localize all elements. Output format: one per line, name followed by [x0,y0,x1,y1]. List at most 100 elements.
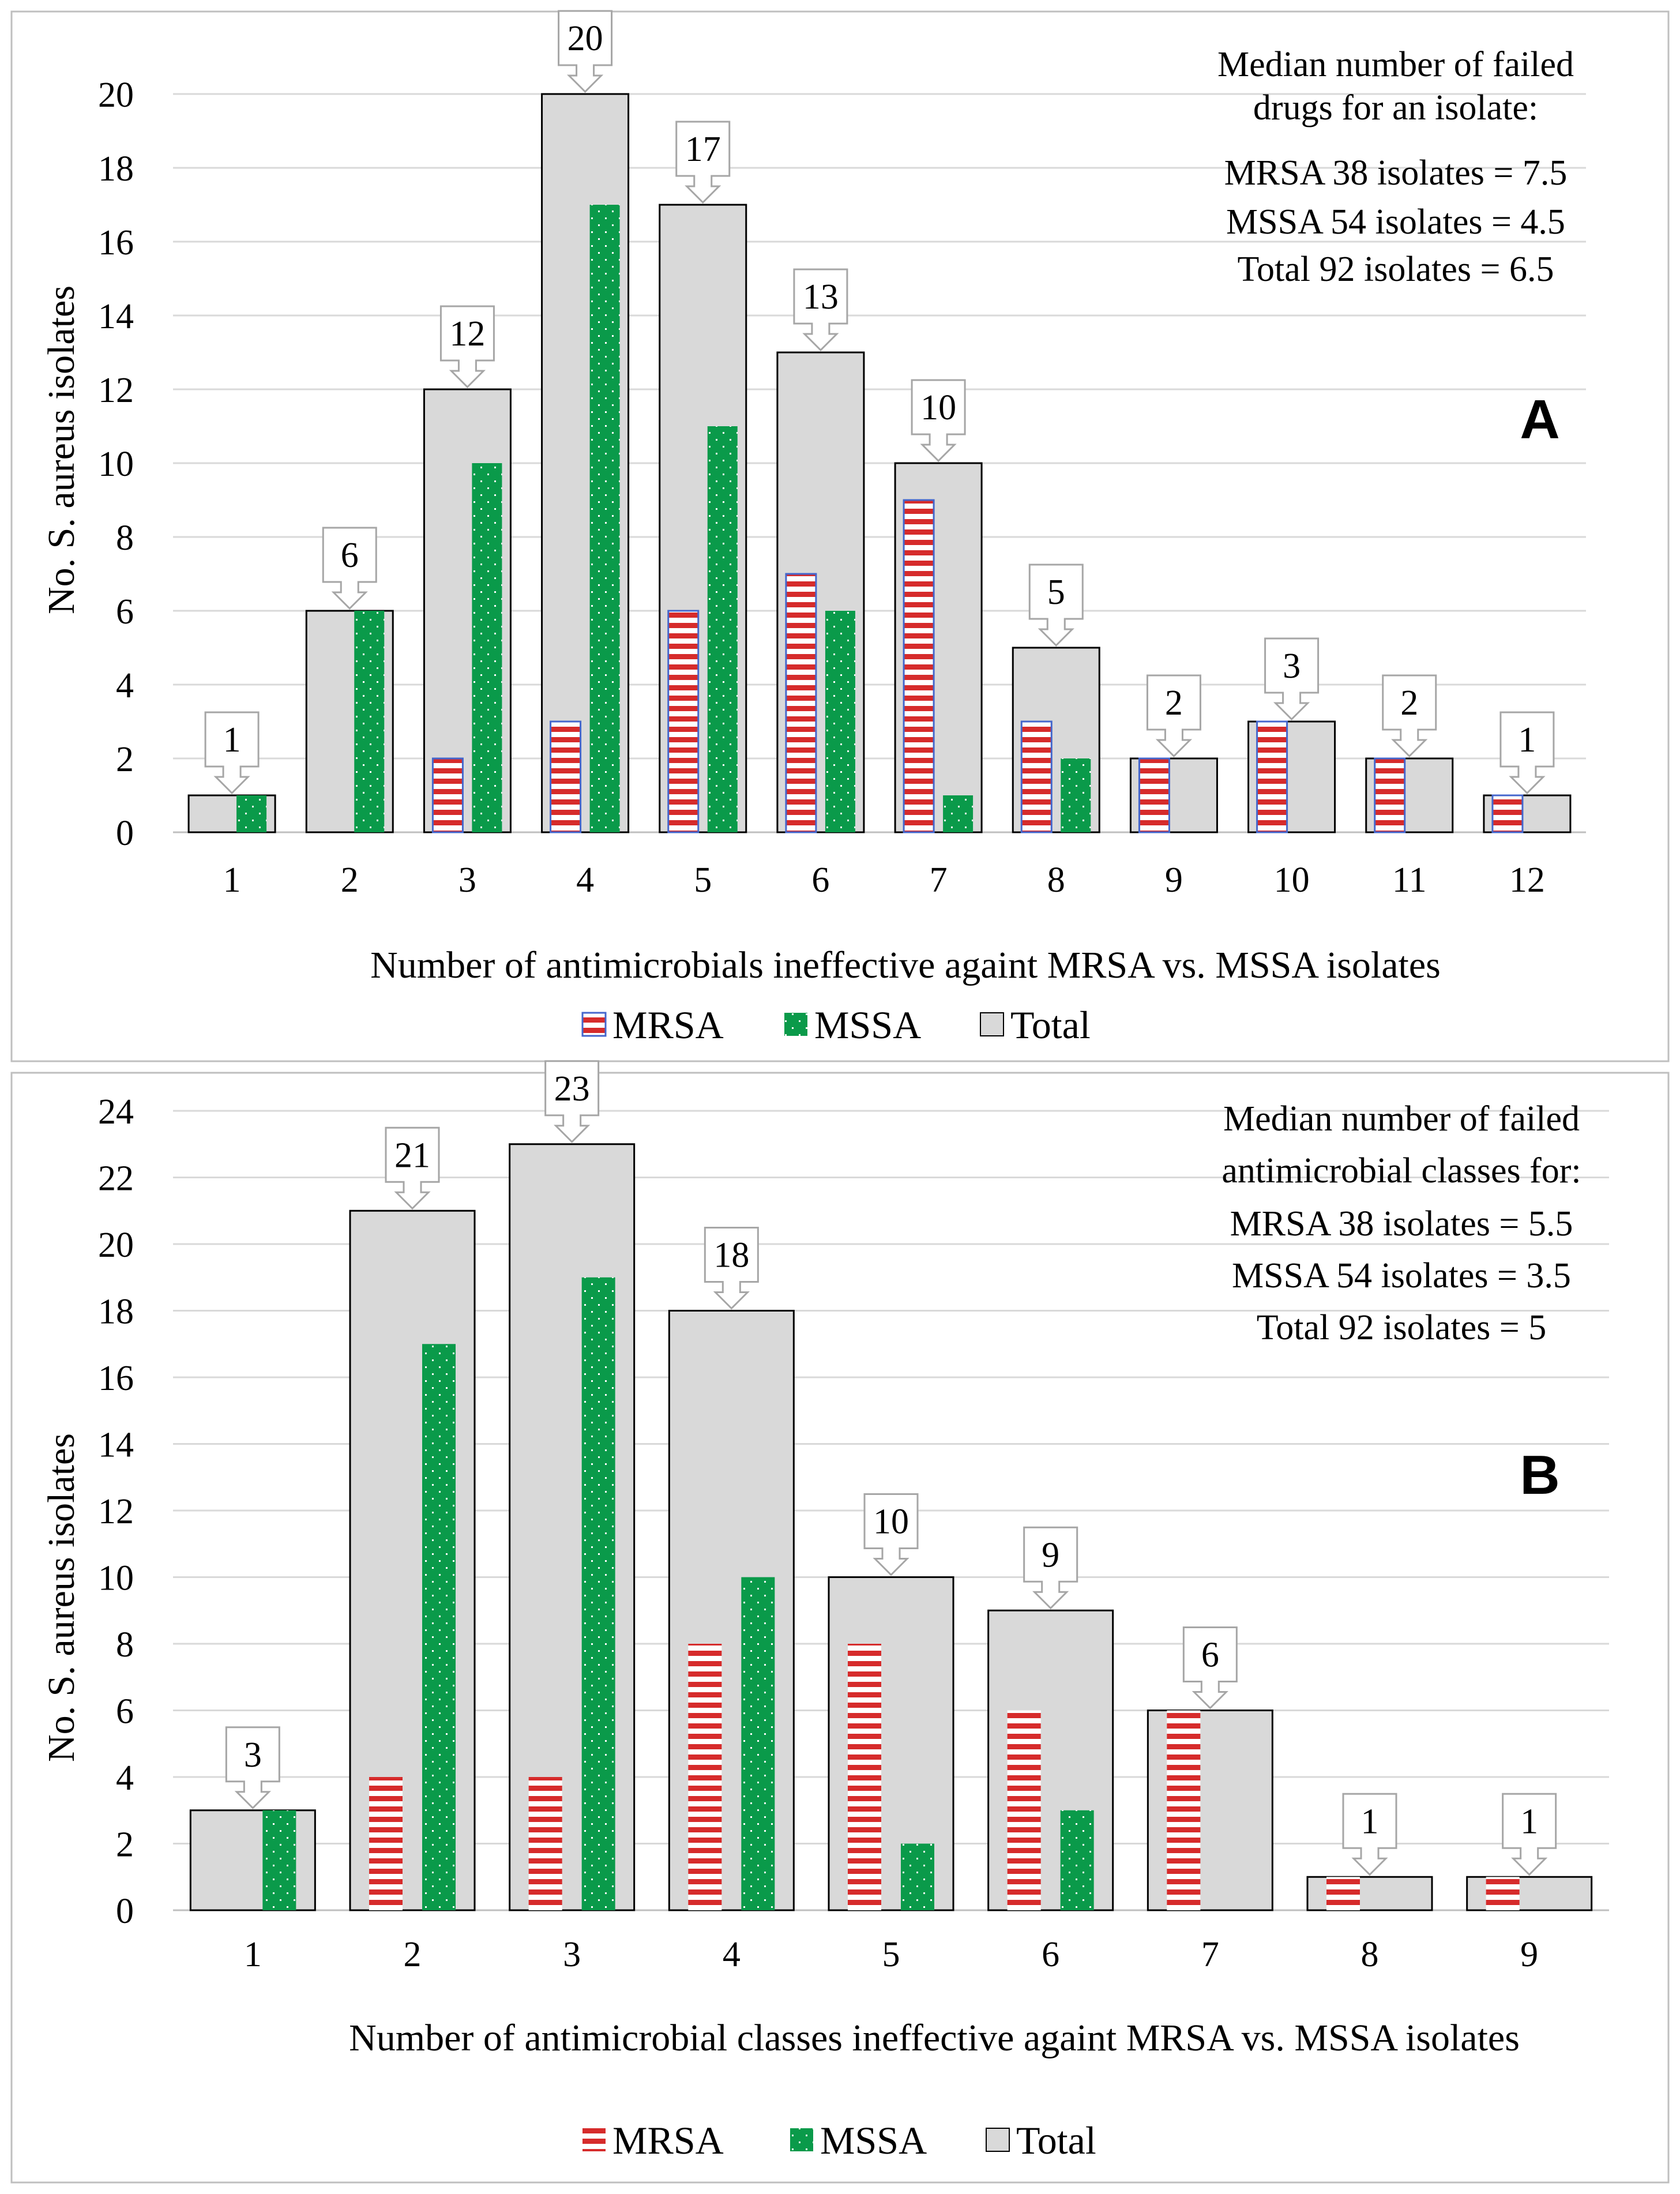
bar-mrsa [1007,1710,1041,1910]
bar-mssa [472,463,502,832]
y-tick-label: 20 [98,76,134,115]
bar-total [189,1809,316,1911]
callout-box [1146,674,1201,758]
total-data-label: 10 [920,388,956,427]
callout-box [704,1227,759,1310]
bar-total [828,1576,954,1911]
annotation-line: Total 92 isolates = 6.5 [1238,250,1554,289]
y-tick-label: 22 [98,1159,134,1199]
x-tick-label: 5 [694,861,712,900]
bar-mrsa [550,720,582,833]
total-data-label: 2 [1165,683,1183,723]
x-tick-label: 11 [1392,861,1427,900]
legend-mrsa-label: MRSA [612,2118,724,2162]
bar-mrsa [1020,720,1053,833]
callouts: 1 6 12 20 17 13 10 5 2 3 2 1 [204,10,1555,795]
total-data-label: 1 [1520,1802,1538,1841]
legend-mssa-swatch [784,1013,807,1036]
bar-total [1466,1876,1593,1911]
bar-mssa [422,1344,456,1910]
callout-box [911,379,966,463]
callout-box [439,305,495,389]
x-tick-label: 8 [1361,1935,1379,1974]
y-tick-label: 18 [98,1293,134,1332]
bar-mssa [825,611,855,832]
y-tick-label: 14 [98,1426,134,1465]
x-tick-label: 1 [223,861,241,900]
bars [189,1143,1593,1911]
panel-a: No. S. aureus isolates 02468101214161820… [10,10,1670,1062]
y-tick-label: 2 [116,740,134,779]
x-tick-label: 9 [1520,1935,1538,1974]
x-tick-label: 10 [1274,861,1310,900]
annotation-line: drugs for an isolate: [1253,88,1538,127]
total-data-label: 18 [713,1236,749,1275]
bar-mrsa [1167,1710,1201,1910]
callout-box [1342,1793,1397,1876]
panel-b: No. S. aureus isolates 02468101214161820… [10,1060,1670,2184]
legend-total-swatch [986,2128,1010,2152]
x-tick-label: 4 [723,1935,741,1974]
callout-box [1028,563,1084,647]
legend-mssa-label: MSSA [814,1003,921,1047]
x-tick-label: 7 [930,861,948,900]
total-data-label: 1 [1518,720,1536,760]
legend-mssa-label: MSSA [820,2118,927,2162]
bar-mrsa [848,1644,881,1910]
total-data-label: 1 [1361,1802,1379,1841]
annotation-line: Median number of failed [1217,45,1574,84]
y-tick-label: 8 [116,519,134,558]
bar-mssa [943,795,974,832]
annotation-line: antimicrobial classes for: [1222,1151,1581,1190]
callout-box [863,1493,919,1576]
panel-a-border [10,10,1670,1062]
total-data-label: 1 [223,720,241,760]
callouts: 3 21 23 18 10 9 6 1 1 [225,1060,1557,1876]
annotation-line: Median number of failed [1223,1099,1580,1139]
x-tick-label: 6 [811,861,829,900]
panel-b-border [10,1072,1670,2184]
bar-mrsa [1486,1877,1520,1910]
annotation-line: Total 92 isolates = 5 [1257,1308,1546,1347]
legend-total-swatch [980,1012,1004,1036]
total-data-label: 23 [554,1069,590,1109]
total-data-label: 3 [244,1735,262,1775]
bar-mrsa [1326,1877,1360,1910]
bar-mrsa [903,499,935,833]
total-data-label: 17 [685,130,721,169]
bar-mrsa [667,610,700,833]
bar-mrsa [1138,757,1170,833]
median-annotation: Median number of failed antimicrobial cl… [1222,1099,1581,1347]
y-axis-title: No. S. aureus isolates [40,285,82,614]
y-tick-label: 16 [98,223,134,262]
total-data-label: 10 [873,1502,909,1542]
x-tick-label: 3 [458,861,476,900]
y-tick-label: 16 [98,1359,134,1398]
total-data-label: 9 [1042,1535,1059,1575]
bar-mssa [1060,1810,1094,1910]
y-tick-label: 12 [98,371,134,410]
callout-box [204,711,260,795]
y-tick-label: 4 [116,1759,134,1798]
y-tick-label: 0 [116,814,134,853]
legend-mrsa-swatch [582,2128,606,2151]
median-annotation: Median number of failed drugs for an iso… [1217,45,1574,289]
callout-box [1502,1793,1557,1876]
y-tick-label: 0 [116,1892,134,1931]
legend-mssa-swatch [790,2128,813,2151]
y-tick-label: 24 [98,1092,134,1132]
callout-box [1023,1526,1078,1610]
grid [173,93,1586,833]
y-ticks: 0 2 4 6 8 10 12 14 16 18 20 [98,76,134,853]
bar-mssa [354,611,385,832]
y-tick-label: 8 [116,1625,134,1665]
bar-mssa [741,1577,775,1910]
bar-mrsa [1491,794,1524,833]
y-tick-label: 20 [98,1226,134,1265]
bar-mrsa [1374,757,1406,833]
annotation-line: MRSA 38 isolates = 5.5 [1230,1204,1573,1243]
x-axis-title: Number of antimicrobials ineffective aga… [370,944,1441,986]
x-tick-label: 8 [1047,861,1065,900]
callout-box [1499,711,1555,795]
